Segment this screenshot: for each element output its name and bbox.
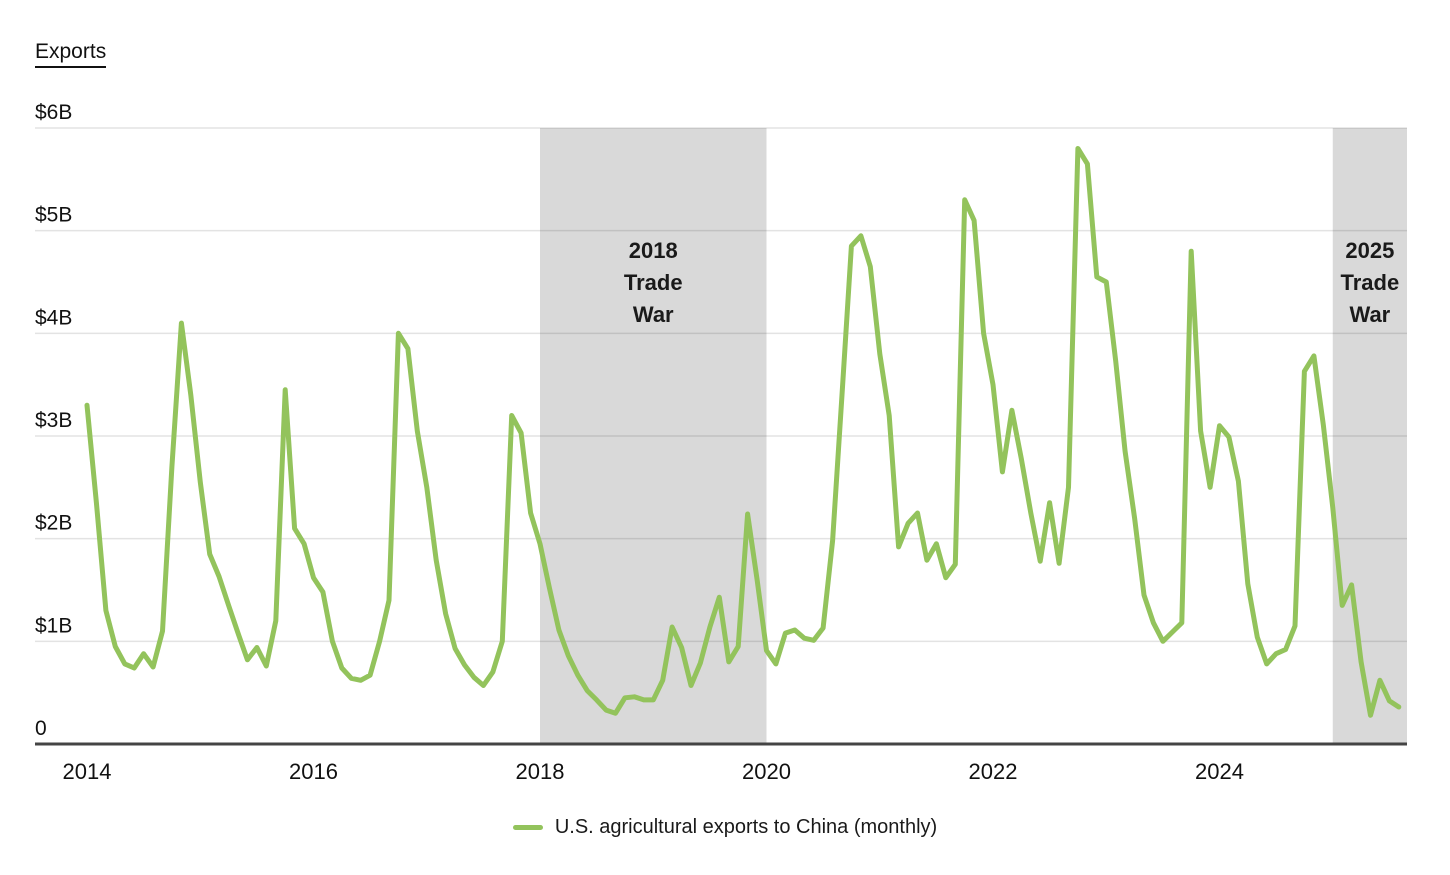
band-label-2018-line3: War [633,302,674,327]
y-axis-label-$4B: $4B [35,306,72,329]
band-label-2018-line1: 2018 [629,238,678,263]
band-label-2025-line2: Trade [1341,270,1400,295]
x-axis-label-2016: 2016 [289,759,338,784]
y-axis-label-$2B: $2B [35,512,72,535]
chart-legend: U.S. agricultural exports to China (mont… [0,816,1450,839]
x-axis-label-2022: 2022 [969,759,1018,784]
trade-war-band-2025 [1332,127,1407,745]
band-label-2018-line2: Trade [624,270,683,295]
y-axis-label-$1B: $1B [35,614,72,637]
band-label-2025-line3: War [1350,302,1391,327]
y-axis-label-$3B: $3B [35,409,72,432]
x-axis-label-2020: 2020 [742,759,791,784]
band-label-2025-line1: 2025 [1345,238,1394,263]
x-axis-label-2014: 2014 [63,759,112,784]
y-axis-label-$5B: $5B [35,204,72,227]
legend-line-swatch [512,825,543,830]
x-axis-label-2024: 2024 [1195,759,1244,784]
trade-war-band-2018 [540,127,767,745]
y-axis-label-$6B: $6B [35,101,72,124]
legend-series-label: U.S. agricultural exports to China (mont… [554,816,938,838]
exports-line-series [84,146,1402,718]
y-axis-label-0: 0 [35,717,47,740]
x-axis-label-2018: 2018 [516,759,565,784]
chart-title: Exports [35,40,107,68]
exports-line-chart: 2018 Trade War 2025 Trade War $6B $5B $4B $3B $2B $… [35,101,1407,784]
